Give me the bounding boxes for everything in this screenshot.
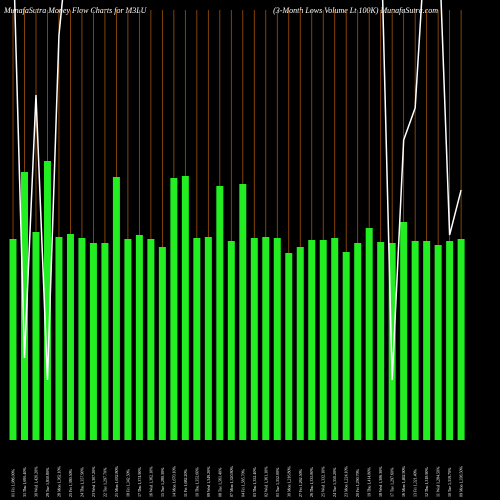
bar	[285, 253, 293, 440]
x-tick-label: 09 Wed 1,349.20%	[206, 466, 212, 497]
bar	[66, 234, 74, 440]
x-tick-label: 09 Mon 1,336.50%	[459, 465, 465, 497]
bar	[170, 178, 178, 440]
x-tick-label: 30 Mon 1,216.80%	[286, 465, 292, 497]
bar	[124, 239, 132, 440]
chart-title: MunafaSutra Money Flow Charts for M3LU	[3, 6, 148, 15]
bar	[331, 238, 339, 440]
bar	[377, 242, 385, 440]
bar	[457, 239, 465, 440]
money-flow-line	[13, 0, 462, 381]
bar	[135, 235, 143, 440]
bar	[308, 240, 316, 440]
x-tick-label: 11 Wed 1,284.50%	[436, 466, 442, 497]
bar	[227, 241, 235, 440]
x-tick-label: 23 Wed 1,307.20%	[91, 466, 97, 497]
bar	[423, 241, 431, 440]
x-tick-label: 10 Thu 1,352.60%	[194, 467, 200, 497]
bar	[434, 245, 442, 440]
bar	[296, 247, 304, 440]
bar	[411, 241, 419, 440]
line-layer	[13, 0, 462, 381]
bar	[20, 172, 28, 440]
x-labels: 01 Fri 1,086.00% 31 Thu 1,695.40% 30 Wed 1…	[11, 465, 465, 497]
x-tick-label: 17 Thu 1,374.90%	[137, 467, 143, 497]
bars	[9, 161, 465, 440]
x-tick-label: 24 Thu 1,357.90%	[79, 467, 85, 497]
x-tick-label: 15 Tue 1,280.30%	[160, 467, 166, 497]
x-tick-label: 19 Thu 1,414.80%	[367, 467, 373, 497]
bar	[55, 237, 63, 440]
x-tick-label: 22 Tue 1,297.70%	[102, 467, 108, 497]
x-tick-label: 16 Mon 1,462.90%	[401, 465, 407, 497]
x-tick-label: 25 Fri 1,380.50%	[68, 468, 74, 497]
bar	[273, 238, 281, 440]
x-tick-label: 28 Mon 1,362.10%	[56, 465, 62, 497]
bar	[446, 241, 454, 440]
x-tick-label: 21 Mon 1,632.80%	[114, 465, 120, 497]
x-tick-label: 27 Fri 1,262.50%	[298, 468, 304, 497]
bar	[193, 238, 201, 440]
x-tick-label: 03 Thu 1,352.40%	[252, 467, 258, 497]
x-tick-label: 12 Thu 1,318.90%	[424, 467, 430, 497]
x-tick-label: 20 Fri 1,290.70%	[355, 468, 361, 497]
bar	[400, 222, 408, 440]
bar	[158, 247, 166, 440]
bar	[319, 240, 327, 440]
bar	[388, 243, 396, 440]
bar	[112, 177, 120, 440]
bar	[89, 243, 97, 440]
x-tick-label: 01 Tue 1,352.00%	[275, 467, 281, 497]
x-tick-label: 23 Mon 1,224.10%	[344, 465, 350, 497]
x-tick-label: 17 Tue 1,297.60%	[390, 467, 396, 497]
x-tick-label: 08 Tue 1,561.40%	[217, 467, 223, 497]
x-tick-label: 01 Fri 1,086.00%	[11, 468, 17, 497]
x-tick-label: 10 Tue 1,319.70%	[447, 467, 453, 497]
x-tick-label: 02 Wed 1,361.10%	[263, 466, 269, 497]
bar	[9, 239, 17, 440]
x-tick-label: 18 Fri 1,342.50%	[125, 468, 131, 497]
bar	[342, 252, 350, 440]
x-tick-label: 18 Wed 1,306.30%	[378, 466, 384, 497]
bar	[250, 238, 258, 440]
x-tick-label: 07 Mon 1,320.80%	[229, 465, 235, 497]
x-tick-label: 16 Wed 1,362.10%	[148, 466, 154, 497]
x-tick-label: 30 Wed 1,420.20%	[33, 466, 39, 497]
bar	[365, 228, 373, 440]
bar	[43, 161, 51, 440]
bar	[101, 243, 109, 440]
chart-subtitle: (3-Month Lows Volume Lt 100K) MunafaSutr…	[273, 6, 438, 15]
x-tick-label: 04 Fri 1,585.70%	[240, 468, 246, 497]
bar	[147, 239, 155, 440]
bar	[204, 237, 212, 440]
x-tick-label: 29 Tue 1,850.80%	[45, 467, 51, 497]
bar	[216, 186, 224, 440]
x-tick-label: 13 Fri 1,321.40%	[413, 468, 419, 497]
x-tick-label: 14 Mon 1,670.10%	[171, 465, 177, 497]
bar	[354, 243, 362, 440]
x-tick-label: 25 Wed 1,332.10%	[321, 466, 327, 497]
x-tick-label: 31 Thu 1,695.40%	[22, 467, 28, 497]
bar	[239, 184, 247, 440]
bar	[32, 232, 40, 440]
bar	[262, 237, 270, 440]
x-tick-label: 11 Fri 1,682.20%	[183, 468, 189, 497]
x-tick-label: 26 Thu 1,335.80%	[309, 467, 315, 497]
bar	[78, 238, 86, 440]
bar	[181, 176, 189, 440]
x-tick-label: 24 Tue 1,350.20%	[332, 467, 338, 497]
